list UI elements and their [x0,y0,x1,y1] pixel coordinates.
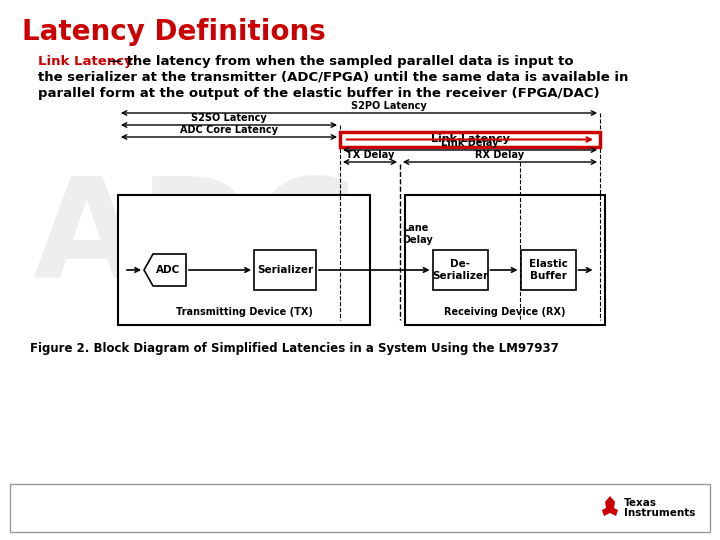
Text: Texas: Texas [624,498,657,508]
Text: RX Delay: RX Delay [475,150,525,160]
Text: Transmitting Device (TX): Transmitting Device (TX) [176,307,312,317]
Text: Lane
Delay: Lane Delay [402,223,433,245]
Text: Link Delay: Link Delay [441,138,499,148]
Bar [10,484,710,532]
Text: Figure 2. Block Diagram of Simplified Latencies in a System Using the LM97937: Figure 2. Block Diagram of Simplified La… [30,342,559,355]
Text: ADC Core Latency: ADC Core Latency [180,125,278,135]
Text: Serializer: Serializer [257,265,313,275]
Text: De-
Serializer: De- Serializer [432,259,488,281]
Text: ADC: ADC [32,172,357,307]
Text: the serializer at the transmitter (ADC/FPGA) until the same data is available in: the serializer at the transmitter (ADC/F… [38,71,629,84]
Text: S2PO Latency: S2PO Latency [351,101,427,111]
Text: — the latency from when the sampled parallel data is input to: — the latency from when the sampled para… [104,55,574,68]
Text: ADC: ADC [156,265,180,275]
Bar [433,250,487,290]
Polygon shape [602,496,618,516]
Text: Latency Definitions: Latency Definitions [22,18,325,46]
Text: Elastic
Buffer: Elastic Buffer [528,259,567,281]
Text: Receiving Device (RX): Receiving Device (RX) [444,307,566,317]
Text: S2SO Latency: S2SO Latency [191,113,267,123]
Text: Instruments: Instruments [624,508,696,518]
Text: Link Latency: Link Latency [38,55,132,68]
Text: parallel form at the output of the elastic buffer in the receiver (FPGA/DAC): parallel form at the output of the elast… [38,87,600,100]
Bar [405,195,605,325]
Polygon shape [144,254,186,286]
Bar [118,195,370,325]
Bar [521,250,575,290]
Text: Link Latency: Link Latency [431,134,510,145]
Text: TX Delay: TX Delay [346,150,394,160]
Bar [340,132,600,147]
Bar [254,250,316,290]
